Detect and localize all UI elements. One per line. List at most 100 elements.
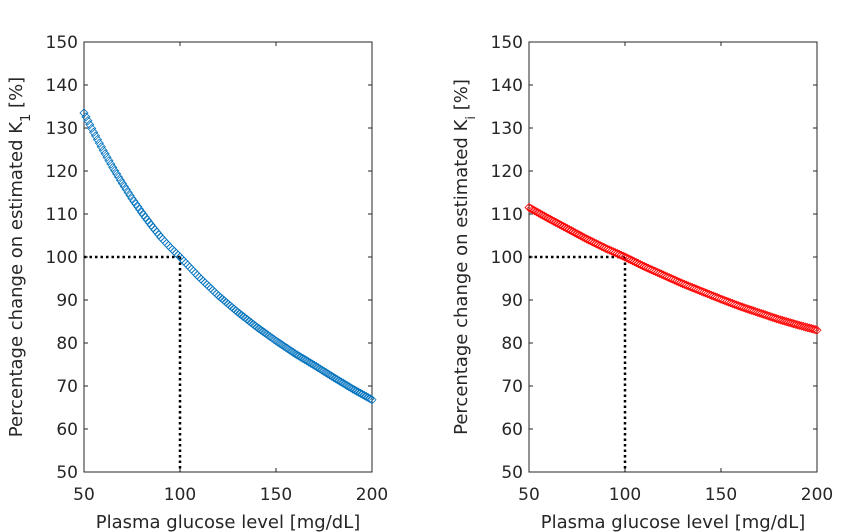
data-point (319, 366, 329, 376)
data-point (277, 340, 287, 350)
data-point (357, 389, 367, 399)
data-point (526, 204, 536, 214)
x-tick-label: 150 (260, 485, 292, 505)
y-tick-label: 130 (491, 119, 523, 139)
x-tick-label: 150 (705, 485, 737, 505)
data-point (108, 162, 118, 173)
data-point (81, 112, 91, 122)
data-point (528, 205, 538, 215)
data-point (286, 346, 296, 356)
data-point (327, 371, 337, 381)
data-point (296, 352, 306, 362)
y-axis-title-suffix: [%] (451, 79, 472, 116)
data-point (551, 217, 561, 227)
data-point (129, 196, 139, 206)
y-tick-label: 50 (501, 463, 523, 483)
data-point (302, 356, 312, 366)
data-point (329, 372, 339, 382)
data-point (304, 357, 314, 367)
data-point (574, 230, 584, 240)
data-point (350, 385, 360, 395)
y-tick-label: 140 (46, 76, 78, 96)
x-tick-label: 50 (518, 485, 540, 505)
data-point (365, 394, 375, 404)
y-axis-title-subscript: i (464, 116, 479, 120)
data-point (530, 206, 540, 216)
data-point (300, 354, 310, 365)
y-tick-label: 80 (501, 334, 523, 354)
data-point (307, 359, 318, 369)
y-tick-label: 110 (491, 205, 523, 225)
data-point (292, 350, 302, 360)
data-point (138, 210, 149, 220)
data-point (313, 363, 323, 373)
y-tick-label: 120 (46, 162, 78, 182)
y-tick-label: 70 (56, 377, 78, 397)
y-tick-label: 120 (491, 162, 523, 182)
data-series-K1 (79, 108, 377, 405)
y-tick-label: 100 (46, 248, 78, 268)
y-tick-label: 90 (501, 291, 523, 311)
data-point (576, 231, 586, 241)
data-point (79, 108, 89, 118)
data-point (123, 187, 133, 198)
data-point (104, 156, 114, 166)
data-point (534, 208, 544, 218)
data-point (309, 360, 319, 370)
data-point (359, 390, 369, 401)
data-point (85, 119, 95, 130)
data-point (334, 376, 344, 386)
data-point (541, 212, 551, 222)
data-point (112, 169, 122, 179)
data-point (545, 214, 555, 224)
data-point (524, 202, 534, 213)
data-point (290, 349, 300, 359)
data-point (348, 384, 358, 394)
data-point (282, 344, 293, 354)
data-point (137, 207, 147, 217)
data-point (338, 378, 348, 388)
data-point (325, 370, 335, 380)
data-point (332, 375, 343, 385)
data-point (96, 142, 106, 152)
y-axis-title-suffix: [%] (6, 77, 27, 114)
y-axis-title-main: Percentage change on estimated K (6, 121, 27, 437)
data-point (106, 159, 116, 169)
y-tick-label: 130 (46, 119, 78, 139)
y-axis-title: Percentage change on estimated Ki [%] (451, 79, 479, 435)
data-point (321, 368, 331, 378)
data-point (547, 215, 557, 225)
data-point (562, 224, 572, 234)
data-point (568, 227, 578, 237)
data-point (572, 229, 582, 239)
data-point (115, 175, 126, 185)
x-tick-label: 100 (164, 485, 196, 505)
data-point (532, 207, 542, 217)
left-chart-k1: 50 60 70 80 90 100 110 120 130 140 150 50 100 150 200 P… (6, 33, 388, 532)
data-point (564, 225, 574, 235)
y-tick-label: 100 (491, 248, 523, 268)
data-point (140, 212, 151, 223)
data-point (110, 166, 120, 176)
x-tick-label: 50 (73, 485, 95, 505)
data-point (281, 342, 291, 352)
data-point (344, 382, 354, 392)
x-tick-label: 200 (801, 485, 833, 505)
data-point (323, 369, 333, 379)
data-point (294, 351, 304, 361)
y-tick-label: 60 (56, 420, 78, 440)
data-point (560, 223, 571, 233)
data-point (89, 127, 99, 137)
right-chart-ki: 50 60 70 80 90 100 110 120 130 140 150 50 100 150 200 P… (451, 33, 833, 532)
data-point (315, 364, 325, 374)
data-point (578, 232, 588, 242)
y-tick-label: 50 (56, 463, 78, 483)
data-point (361, 391, 371, 402)
data-point (346, 383, 356, 393)
y-axis-title-main: Percentage change on estimated K (451, 118, 472, 434)
data-point (317, 365, 327, 375)
data-point (352, 386, 362, 396)
data-point (275, 338, 285, 348)
data-point (305, 358, 316, 368)
